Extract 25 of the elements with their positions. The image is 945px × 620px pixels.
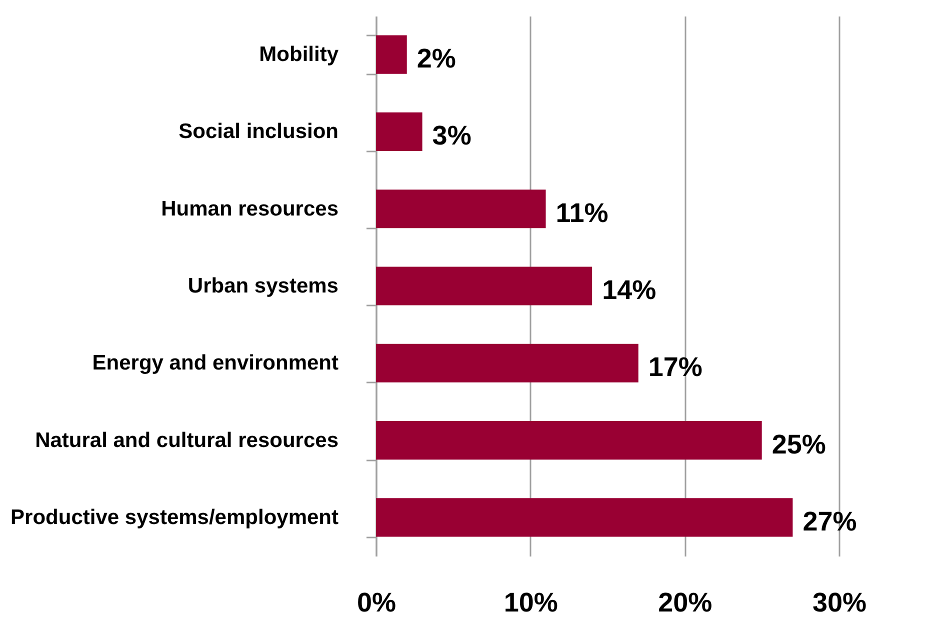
bar [376,498,793,537]
bar [376,190,546,228]
bar [376,421,762,460]
x-tick-label: 10% [504,588,558,618]
y-tick-label: Human resources [161,197,338,220]
data-label: 11% [556,198,608,228]
data-label: 3% [432,120,472,151]
y-tick-label: Mobility [259,43,339,66]
bar [376,35,407,74]
bar [376,344,638,382]
y-tick-label: Energy and environment [92,352,339,375]
bar [376,112,422,151]
y-tick-label: Social inclusion [178,120,338,144]
x-tick-label: 20% [658,588,712,618]
y-tick-label: Productive systems/employment [10,506,339,529]
data-label: 2% [416,44,456,74]
data-label: 14% [602,275,656,305]
x-tick-label: 0% [356,588,396,618]
y-tick-label: Natural and cultural resources [35,428,338,452]
data-label: 17% [648,352,702,382]
data-label: 27% [802,506,857,536]
bar [376,266,592,306]
y-tick-label: Urban systems [188,274,338,298]
x-tick-label: 30% [812,588,867,618]
data-label: 25% [772,429,826,460]
